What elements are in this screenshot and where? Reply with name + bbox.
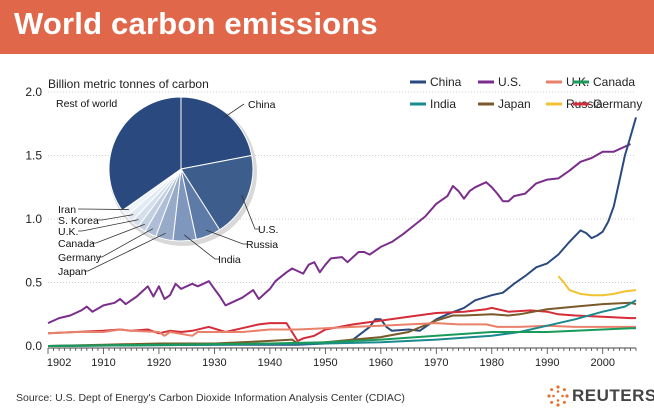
x-tick-label: 1960 (369, 357, 393, 369)
pie-leader-line (78, 208, 130, 210)
pie-label: China (248, 99, 276, 111)
pie-leader-line (98, 214, 134, 221)
pie-label: U.S. (258, 224, 278, 236)
series-line-russia (557, 275, 637, 297)
legend-label: U.S. (498, 75, 521, 89)
x-tick-label: 1940 (258, 357, 282, 369)
x-tick-label: 1930 (202, 357, 226, 369)
x-tick-label: 1990 (535, 357, 559, 369)
pie-leader-line (205, 229, 247, 245)
legend-label: Japan (498, 97, 531, 111)
y-tick-label: 1.5 (25, 149, 42, 163)
pie-leader-line (241, 195, 259, 230)
pie-slice-restofworld (108, 96, 182, 212)
pie-slice-us (180, 154, 254, 231)
series-line-canada (47, 327, 636, 347)
legend-label: India (430, 97, 456, 111)
pie-chart: China U.S. Russia India Japan Germany CanadaU.… (56, 96, 278, 278)
pie-label: Rest of world (56, 98, 117, 110)
y-tick-label: 2.0 (25, 85, 42, 99)
x-tick-label: 1902 (47, 357, 71, 369)
pie-leader-line (78, 219, 139, 232)
legend-label: China (430, 75, 462, 89)
pie-leader-line (222, 103, 245, 119)
x-tick-label: 2000 (590, 357, 614, 369)
pie-leader-line (92, 223, 145, 244)
pie-label: Iran (58, 204, 76, 216)
y-tick-label: 1.0 (25, 212, 42, 226)
line-series (47, 117, 637, 347)
pie-label: Russia (246, 239, 278, 251)
brand-name: REUTERS (572, 386, 654, 405)
pie-label: S. Korea (58, 215, 99, 227)
title-banner: World carbon emissions (0, 0, 654, 54)
reuters-logo-icon (547, 385, 569, 407)
series-line-germany (47, 306, 636, 342)
series-line-japan (47, 301, 637, 347)
pie-label: India (218, 254, 241, 266)
brand-logo: REUTERS (546, 384, 654, 410)
series-line-us (47, 143, 631, 325)
pie-label: Canada (58, 238, 95, 250)
pie-label: Japan (58, 266, 87, 278)
pie-label: Germany (58, 252, 102, 264)
series-line-uk (47, 322, 636, 337)
legend-label: Canada (593, 75, 635, 89)
x-tick-label: 1910 (91, 357, 115, 369)
x-tick-label: 1970 (424, 357, 448, 369)
axes: 1902 1910 1920 1930 1940 1950 1960 1970 1980 1990… (47, 347, 637, 369)
source-note: Source: U.S. Dept of Energy's Carbon Dio… (16, 392, 405, 404)
series-line-india (47, 299, 637, 347)
pie-leader-line (84, 232, 166, 272)
pie-label: U.K. (58, 226, 78, 238)
legend-label: Germany (593, 97, 642, 111)
x-tick-label: 1920 (147, 357, 171, 369)
x-tick-label: 1980 (480, 357, 504, 369)
pie-leader-line (184, 234, 219, 260)
pie-leader-line (98, 228, 154, 258)
y-tick-label: 0.0 (25, 339, 42, 353)
y-tick-label: 0.5 (25, 276, 42, 290)
page-title: World carbon emissions (14, 6, 378, 41)
x-tick-label: 1950 (313, 357, 337, 369)
y-axis-label: Billion metric tonnes of carbon (48, 77, 209, 91)
gridlines: 0.0 0.5 1.0 1.5 2.0 (25, 85, 636, 353)
pie-slice-china (180, 96, 253, 170)
